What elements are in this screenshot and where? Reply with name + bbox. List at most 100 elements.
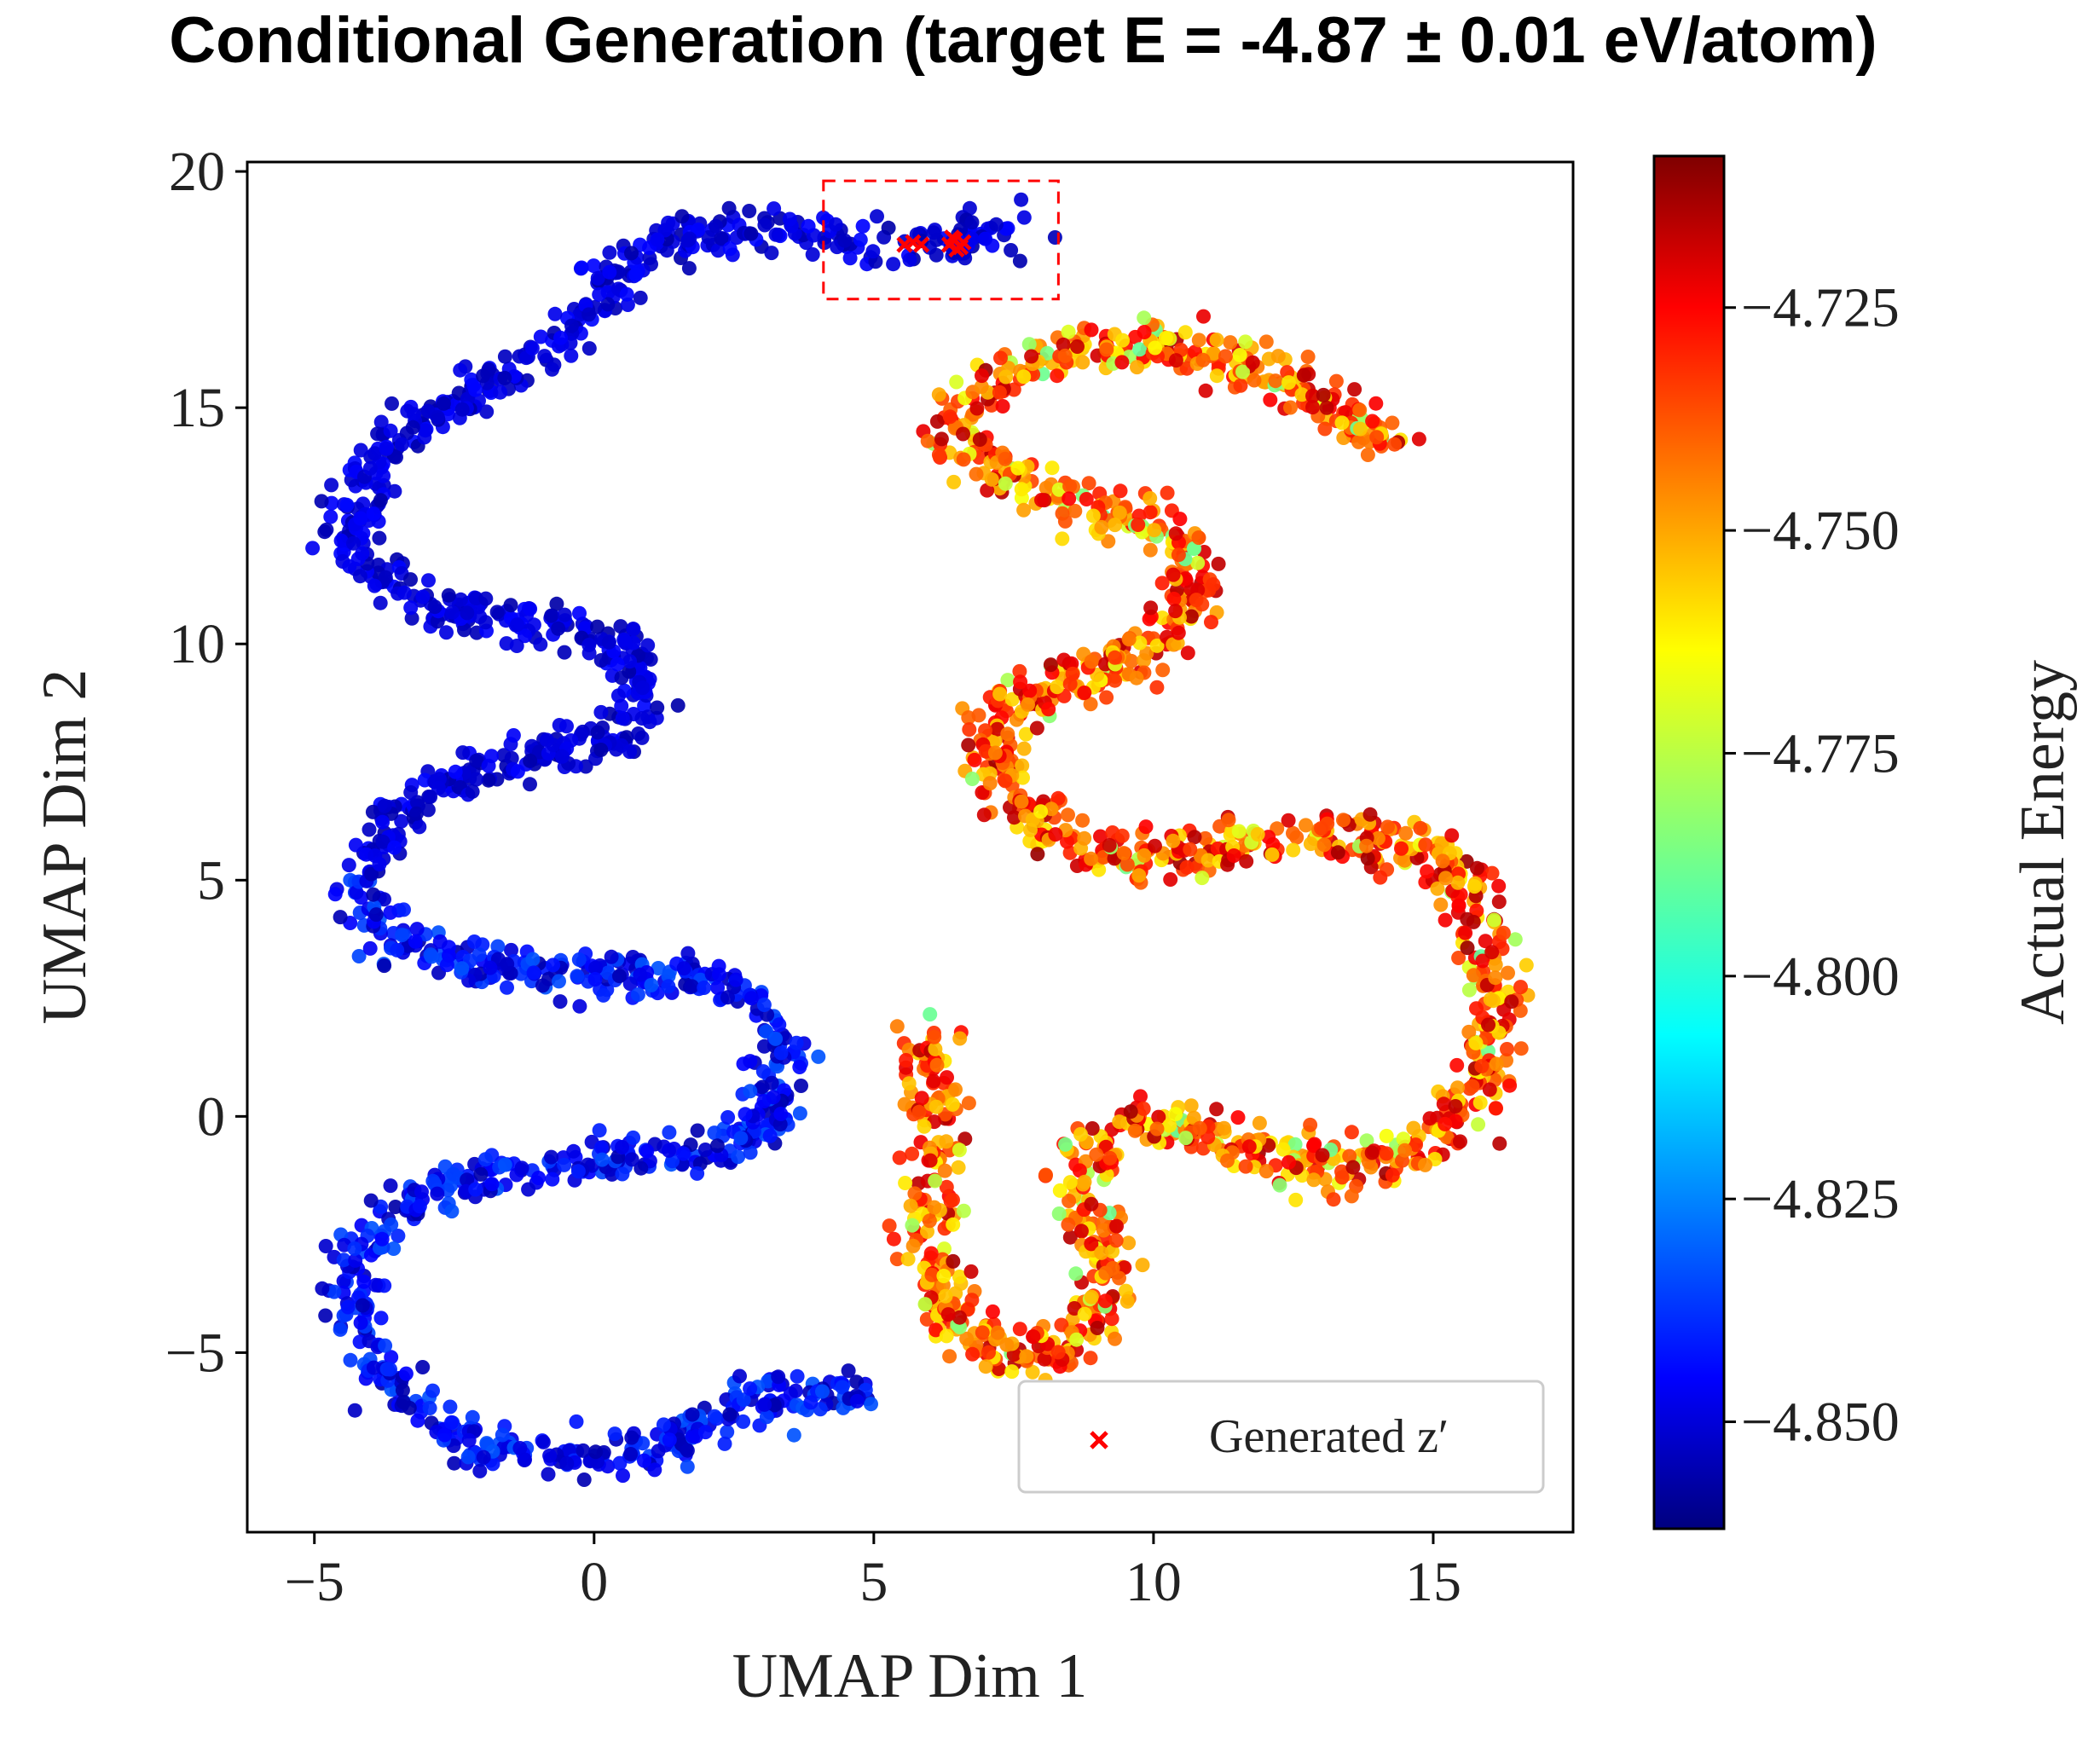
- data-point: [1434, 836, 1449, 851]
- data-point: [948, 1082, 963, 1097]
- data-point: [1060, 834, 1074, 849]
- data-point: [1189, 593, 1204, 608]
- data-point: [437, 1427, 452, 1443]
- data-point: [622, 654, 638, 669]
- data-point: [1061, 1217, 1076, 1232]
- data-point: [366, 887, 381, 902]
- data-point: [1172, 512, 1188, 527]
- data-point: [931, 447, 946, 462]
- data-point: [1245, 355, 1260, 370]
- data-point: [504, 942, 518, 957]
- data-point: [1435, 853, 1450, 869]
- data-point: [707, 1125, 722, 1141]
- data-point: [1241, 1139, 1257, 1154]
- data-point: [1258, 334, 1274, 350]
- data-point: [409, 922, 425, 937]
- data-point: [743, 226, 759, 241]
- data-point: [1114, 828, 1130, 843]
- data-point: [728, 972, 743, 987]
- data-point: [1411, 431, 1426, 447]
- data-point: [418, 423, 433, 438]
- data-point: [348, 1253, 363, 1268]
- data-point: [907, 1186, 923, 1201]
- data-point: [1077, 686, 1092, 700]
- data-point: [341, 858, 356, 873]
- data-point: [446, 1166, 461, 1182]
- data-point: [1218, 349, 1233, 364]
- data-point: [1108, 673, 1123, 688]
- data-point: [1050, 1345, 1066, 1360]
- data-point: [886, 257, 901, 272]
- data-point: [509, 639, 524, 653]
- data-point: [1127, 1123, 1143, 1138]
- plot-frame: [246, 160, 1575, 1534]
- data-point: [1083, 1351, 1098, 1366]
- data-point: [1138, 819, 1154, 835]
- data-point: [389, 449, 403, 465]
- data-point: [1151, 1109, 1166, 1125]
- data-point: [383, 1178, 398, 1194]
- data-point: [684, 979, 699, 994]
- data-point: [1223, 335, 1238, 350]
- data-point: [633, 1160, 649, 1176]
- data-point: [1062, 676, 1078, 691]
- data-point: [1409, 1137, 1423, 1153]
- data-point: [355, 546, 370, 561]
- data-point: [1024, 349, 1039, 364]
- colorbar: −4.725 −4.750 −4.775 −4.800 −4.825 −4.850 Act…: [1652, 154, 2078, 1530]
- data-point: [1108, 650, 1123, 665]
- data-point: [1056, 652, 1072, 668]
- data-point: [1143, 542, 1158, 558]
- data-point: [674, 209, 690, 224]
- data-point: [762, 1128, 778, 1143]
- data-point: [497, 349, 512, 364]
- data-point: [352, 569, 367, 584]
- data-point: [1129, 670, 1144, 686]
- data-point: [755, 1079, 770, 1095]
- data-point: [956, 426, 970, 442]
- data-point: [1160, 485, 1175, 500]
- data-point: [588, 960, 604, 975]
- data-point: [1469, 903, 1484, 918]
- data-point: [1096, 1223, 1111, 1238]
- data-point: [518, 1452, 532, 1467]
- data-point: [1315, 1148, 1330, 1163]
- data-point: [1015, 758, 1030, 773]
- data-point: [1168, 353, 1183, 368]
- data-point: [772, 1117, 788, 1132]
- data-point: [347, 1241, 362, 1256]
- data-point: [414, 1184, 429, 1200]
- data-point: [605, 1166, 620, 1182]
- data-point: [1330, 845, 1345, 860]
- data-point: [624, 1152, 639, 1167]
- data-point: [318, 1308, 333, 1323]
- data-point: [635, 680, 651, 696]
- data-point: [600, 297, 616, 312]
- data-point: [444, 605, 460, 620]
- data-point: [676, 961, 691, 976]
- data-point: [720, 990, 735, 1005]
- data-point: [1467, 879, 1482, 894]
- data-point: [743, 991, 759, 1006]
- data-point: [468, 382, 483, 397]
- data-point: [1268, 373, 1283, 389]
- data-point: [375, 834, 390, 849]
- data-point: [1131, 518, 1146, 532]
- data-point: [1519, 957, 1534, 973]
- data-point: [1072, 1163, 1087, 1178]
- data-point: [917, 1297, 933, 1312]
- data-point: [1121, 632, 1137, 647]
- data-point: [927, 1200, 942, 1215]
- data-point: [403, 600, 419, 616]
- data-point: [1186, 541, 1201, 556]
- data-point: [1048, 827, 1063, 842]
- data-point: [362, 940, 378, 956]
- data-point: [340, 1299, 356, 1315]
- data-point: [415, 589, 431, 605]
- data-point: [444, 1415, 459, 1430]
- data-point: [853, 232, 868, 247]
- data-point: [1258, 1164, 1274, 1179]
- data-point: [1132, 342, 1148, 357]
- data-point: [1359, 838, 1374, 853]
- data-point: [533, 637, 548, 652]
